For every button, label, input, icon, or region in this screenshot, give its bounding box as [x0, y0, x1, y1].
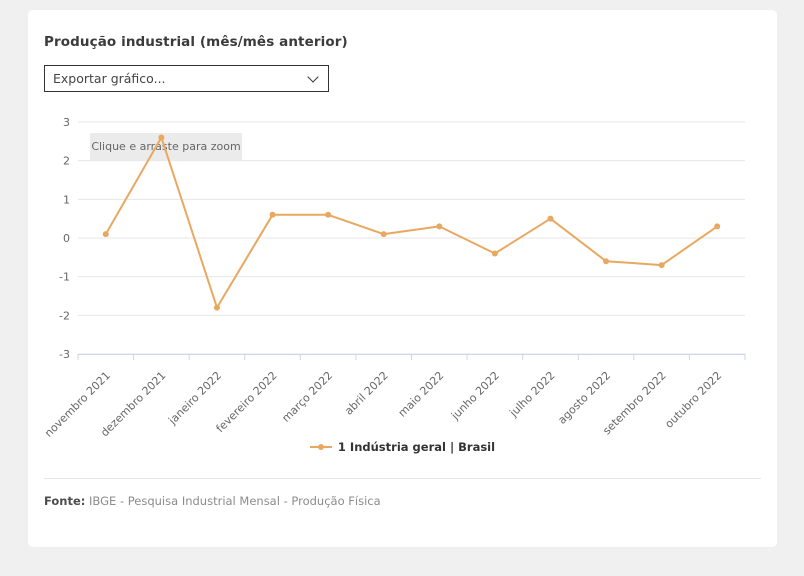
legend-label: 1 Indústria geral | Brasil: [337, 440, 496, 454]
source-text: IBGE - Pesquisa Industrial Mensal - Prod…: [89, 494, 381, 508]
y-axis-tick-label: -1: [59, 271, 70, 284]
y-axis-tick-label: -3: [59, 348, 70, 361]
x-axis-category-label: junho 2022: [448, 369, 502, 423]
data-point[interactable]: [380, 231, 387, 238]
divider: [44, 478, 761, 479]
y-axis-tick-label: 3: [63, 116, 70, 129]
legend-line-marker-icon: [309, 444, 332, 450]
y-axis-tick-label: -2: [59, 309, 70, 322]
x-axis-category-label: janeiro 2022: [165, 369, 224, 428]
y-axis-tick-label: 2: [63, 155, 70, 168]
data-point[interactable]: [714, 223, 721, 230]
data-point[interactable]: [491, 250, 498, 257]
y-axis-tick-label: 1: [63, 193, 70, 206]
data-point[interactable]: [436, 223, 443, 230]
x-axis-category-label: março 2022: [279, 369, 335, 425]
series-line: [104, 136, 718, 309]
data-point[interactable]: [658, 262, 665, 269]
zoom-hint-box: [90, 133, 242, 160]
data-point[interactable]: [547, 215, 554, 222]
y-axis-tick-label: 0: [63, 232, 70, 245]
data-point[interactable]: [325, 211, 332, 218]
data-point[interactable]: [269, 211, 276, 218]
zoom-hint-label: Clique e arraste para zoom: [91, 140, 240, 153]
x-axis-category-label: julho 2022: [506, 369, 557, 420]
source-label: Fonte:: [44, 494, 86, 508]
x-axis-category-label: outubro 2022: [662, 369, 724, 431]
data-point[interactable]: [102, 231, 109, 238]
x-axis-category-label: fevereiro 2022: [214, 369, 280, 435]
data-point[interactable]: [158, 134, 165, 141]
export-select-wrapper: Exportar gráfico...: [44, 65, 329, 92]
chart-plot-area[interactable]: 3 2 1 0 -1 -2 -3 Clique e arraste para zoom nove…: [44, 112, 760, 438]
x-axis-category-label: abril 2022: [342, 369, 391, 418]
x-axis-category-label: maio 2022: [396, 369, 447, 420]
source-note: Fonte: IBGE - Pesquisa Industrial Mensal…: [44, 494, 761, 508]
legend-item[interactable]: 1 Indústria geral | Brasil: [44, 440, 761, 454]
chart-title: Produção industrial (mês/mês anterior): [44, 34, 348, 50]
chart-card: Produção industrial (mês/mês anterior) E…: [28, 10, 777, 547]
export-chart-select[interactable]: Exportar gráfico...: [44, 65, 329, 92]
x-axis-category-label: agosto 2022: [555, 369, 613, 427]
data-point[interactable]: [213, 304, 220, 311]
data-point[interactable]: [603, 258, 610, 265]
